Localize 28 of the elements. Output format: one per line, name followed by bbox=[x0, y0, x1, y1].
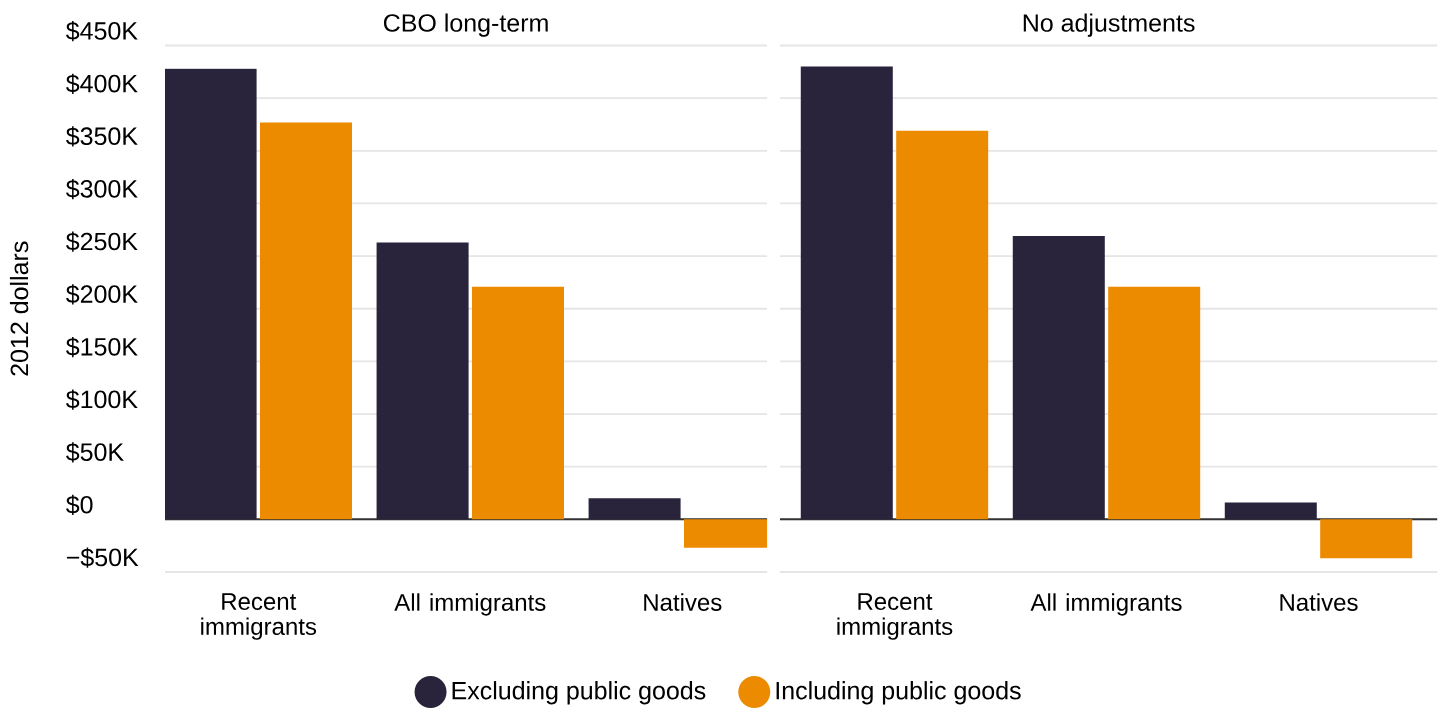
legend-label: Including public goods bbox=[776, 681, 1021, 705]
y-tick-label: $400K bbox=[66, 73, 138, 94]
legend-label: Excluding public goods bbox=[452, 681, 706, 705]
chart-title: No adjustments bbox=[1023, 13, 1195, 37]
bar bbox=[800, 66, 893, 520]
y-tick-label: $250K bbox=[66, 231, 138, 252]
bar bbox=[1224, 502, 1317, 520]
y-tick-label: $50K bbox=[66, 442, 124, 463]
bar bbox=[896, 130, 989, 520]
y-tick-label: $350K bbox=[66, 126, 138, 147]
x-tick-label: Natives bbox=[644, 593, 722, 611]
chart-title: CBO long-term bbox=[383, 13, 548, 37]
x-tick-label: Natives bbox=[1280, 593, 1358, 611]
y-tick-label: $300K bbox=[66, 178, 138, 200]
y-axis-title: 2012 dollars bbox=[9, 241, 29, 376]
y-tick-label: $450K bbox=[66, 21, 138, 42]
bar bbox=[1108, 286, 1201, 520]
bar bbox=[1320, 519, 1413, 559]
y-tick-label: $150K bbox=[66, 336, 138, 358]
y-tick-label: $100K bbox=[66, 389, 138, 410]
bar bbox=[1012, 236, 1105, 520]
y-tick-label: −$50K bbox=[66, 547, 139, 568]
x-tick-label: Recent immigrants bbox=[837, 593, 953, 640]
x-tick-label: All immigrants bbox=[394, 593, 546, 616]
x-tick-label: Recent immigrants bbox=[201, 593, 317, 640]
y-tick-label: $200K bbox=[66, 284, 138, 305]
y-tick-label: $0 bbox=[66, 494, 93, 516]
x-tick-label: All immigrants bbox=[1030, 593, 1182, 616]
